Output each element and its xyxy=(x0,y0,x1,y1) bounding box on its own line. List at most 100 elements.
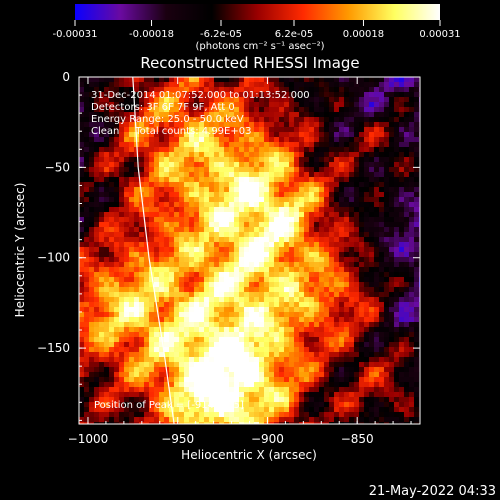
heatmap-cell xyxy=(139,357,145,363)
heatmap-cell xyxy=(374,417,380,423)
heatmap-cell xyxy=(299,157,305,163)
heatmap-cell xyxy=(104,347,110,353)
heatmap-cell xyxy=(114,272,120,278)
heatmap-cell xyxy=(349,232,355,238)
heatmap-cell xyxy=(89,377,95,383)
heatmap-cell xyxy=(144,352,150,358)
heatmap-cell xyxy=(409,262,415,268)
heatmap-cell xyxy=(174,327,180,333)
heatmap-cell xyxy=(414,397,420,403)
heatmap-cell xyxy=(289,212,295,218)
heatmap-cell xyxy=(369,222,375,228)
heatmap-cell xyxy=(224,302,230,308)
heatmap-cell xyxy=(134,397,140,403)
heatmap-cell xyxy=(174,87,180,93)
heatmap-cell xyxy=(114,102,120,108)
heatmap-cell xyxy=(174,267,180,273)
heatmap-cell xyxy=(209,332,215,338)
heatmap-cell xyxy=(279,277,285,283)
heatmap-cell xyxy=(249,117,255,123)
heatmap-cell xyxy=(354,172,360,178)
heatmap-cell xyxy=(259,82,265,88)
heatmap-cell xyxy=(89,82,95,88)
heatmap-cell xyxy=(269,362,275,368)
heatmap-cell xyxy=(229,362,235,368)
heatmap-cell xyxy=(209,372,215,378)
heatmap-cell xyxy=(194,207,200,213)
heatmap-cell xyxy=(324,357,330,363)
heatmap-cell xyxy=(249,337,255,343)
heatmap-cell xyxy=(204,122,210,128)
heatmap-cell xyxy=(349,182,355,188)
heatmap-cell xyxy=(379,247,385,253)
heatmap-cell xyxy=(244,262,250,268)
heatmap-cell xyxy=(294,207,300,213)
heatmap-cell xyxy=(279,147,285,153)
heatmap-cell xyxy=(409,257,415,263)
heatmap-cell xyxy=(184,152,190,158)
heatmap-cell xyxy=(294,352,300,358)
heatmap-cell xyxy=(274,322,280,328)
heatmap-cell xyxy=(119,87,125,93)
heatmap-cell xyxy=(179,367,185,373)
heatmap-cell xyxy=(134,102,140,108)
heatmap-cell xyxy=(404,247,410,253)
heatmap-cell xyxy=(354,407,360,413)
heatmap-cell xyxy=(324,257,330,263)
heatmap-cell xyxy=(154,207,160,213)
heatmap-cell xyxy=(124,107,130,113)
heatmap-cell xyxy=(389,337,395,343)
heatmap-cell xyxy=(309,317,315,323)
heatmap-cell xyxy=(354,337,360,343)
heatmap-cell xyxy=(124,322,130,328)
heatmap-cell xyxy=(329,397,335,403)
heatmap-cell xyxy=(264,347,270,353)
heatmap-cell xyxy=(214,322,220,328)
heatmap-cell xyxy=(154,97,160,103)
heatmap-cell xyxy=(119,147,125,153)
heatmap-cell xyxy=(409,347,415,353)
heatmap-cell xyxy=(134,177,140,183)
heatmap-cell xyxy=(264,82,270,88)
heatmap-cell xyxy=(89,362,95,368)
heatmap-cell xyxy=(129,207,135,213)
heatmap-cell xyxy=(154,227,160,233)
heatmap-cell xyxy=(294,187,300,193)
heatmap-cell xyxy=(314,407,320,413)
heatmap-cell xyxy=(199,367,205,373)
heatmap-cell xyxy=(164,282,170,288)
heatmap-cell xyxy=(349,267,355,273)
heatmap-cell xyxy=(414,242,420,248)
heatmap-cell xyxy=(194,322,200,328)
heatmap-cell xyxy=(149,257,155,263)
heatmap-cell xyxy=(114,122,120,128)
heatmap-cell xyxy=(144,242,150,248)
heatmap-cell xyxy=(214,92,220,98)
heatmap-cell xyxy=(114,192,120,198)
heatmap-cell xyxy=(229,402,235,408)
heatmap-cell xyxy=(274,332,280,338)
heatmap-cell xyxy=(94,347,100,353)
heatmap-cell xyxy=(374,102,380,108)
heatmap-cell xyxy=(409,397,415,403)
heatmap-cell xyxy=(124,267,130,273)
heatmap-cell xyxy=(239,267,245,273)
heatmap-cell xyxy=(219,222,225,228)
heatmap-cell xyxy=(129,312,135,318)
heatmap-cell xyxy=(344,237,350,243)
heatmap-cell xyxy=(374,87,380,93)
heatmap-cell xyxy=(254,182,260,188)
heatmap-cell xyxy=(224,282,230,288)
heatmap-cell xyxy=(159,312,165,318)
heatmap-cell xyxy=(199,227,205,233)
heatmap-cell xyxy=(179,377,185,383)
heatmap-cell xyxy=(269,372,275,378)
heatmap-cell xyxy=(349,377,355,383)
heatmap-cell xyxy=(374,107,380,113)
heatmap-cell xyxy=(119,197,125,203)
heatmap-cell xyxy=(89,112,95,118)
heatmap-cell xyxy=(274,312,280,318)
heatmap-cell xyxy=(289,282,295,288)
heatmap-cell xyxy=(279,422,285,424)
heatmap-cell xyxy=(99,307,105,313)
